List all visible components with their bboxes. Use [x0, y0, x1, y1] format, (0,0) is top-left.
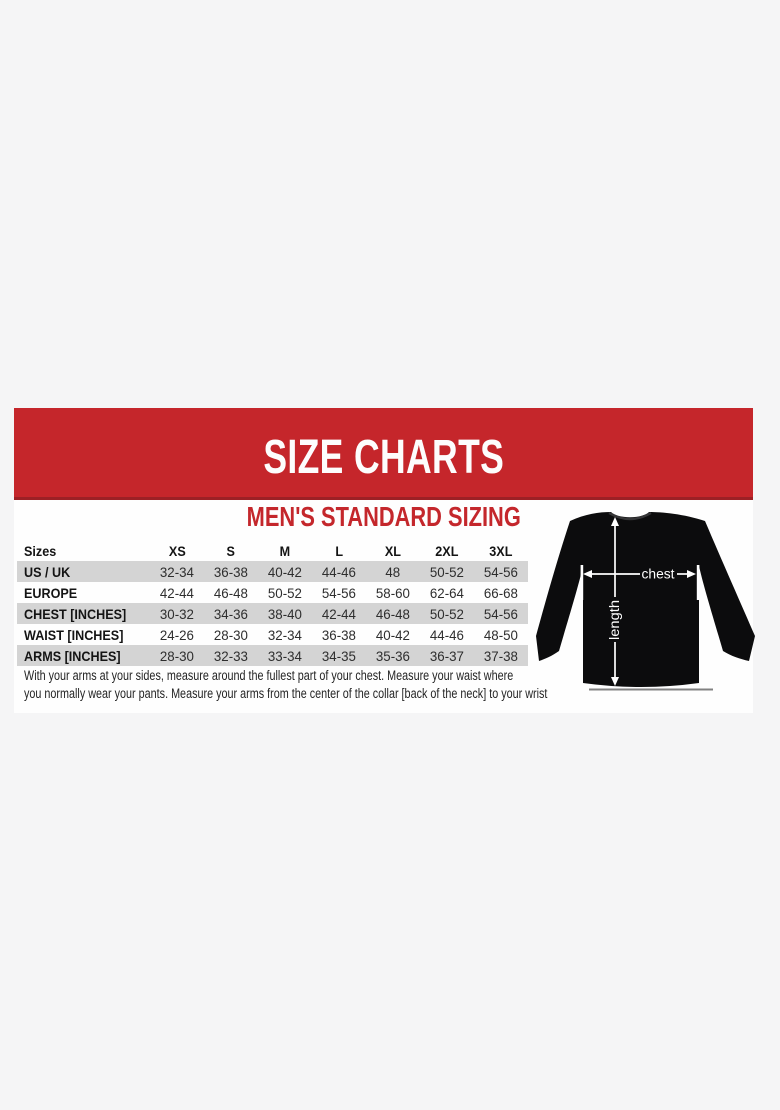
column-header-s: S: [226, 542, 236, 559]
size-value: 48-50: [483, 626, 519, 643]
column-header-xs: XS: [168, 542, 186, 559]
chest-arrowhead-right: [687, 570, 696, 578]
size-value: 40-42: [375, 626, 411, 643]
subtitle-row: MEN'S STANDARD SIZING: [14, 503, 753, 531]
size-value: 46-48: [375, 605, 411, 622]
table-row-chest: CHEST [INCHES] 30-32 34-36 38-40 42-44 4…: [17, 603, 528, 624]
column-header-m: M: [279, 542, 291, 559]
hem-shadow: [589, 688, 713, 691]
armhole-tick-right: [696, 565, 700, 600]
shirt-silhouette: [536, 512, 755, 687]
size-value: 36-38: [213, 563, 249, 580]
table-row-waist: WAIST [INCHES] 24-26 28-30 32-34 36-38 4…: [17, 624, 528, 645]
section-subtitle: MEN'S STANDARD SIZING: [246, 501, 521, 532]
size-value: 42-44: [321, 605, 357, 622]
table-header-row: Sizes XS S M L XL 2XL 3XL: [17, 540, 528, 561]
table-row-arms: ARMS [INCHES] 28-30 32-33 33-34 34-35 35…: [17, 645, 528, 666]
size-value: 44-46: [321, 563, 357, 580]
title-banner: SIZE CHARTS: [14, 408, 753, 500]
length-arrowhead-bottom: [611, 677, 619, 686]
collar-seam: [608, 511, 652, 521]
column-header-3xl: 3XL: [489, 542, 513, 559]
size-value: 50-52: [267, 584, 303, 601]
size-value: 38-40: [267, 605, 303, 622]
size-value: 62-64: [429, 584, 465, 601]
size-value: 36-37: [429, 647, 465, 664]
size-value: 37-38: [483, 647, 519, 664]
size-value: 34-35: [321, 647, 357, 664]
size-value: 48: [385, 563, 401, 580]
table-row-us-uk: US / UK 32-34 36-38 40-42 44-46 48 50-52…: [17, 561, 528, 582]
size-value: 54-56: [321, 584, 357, 601]
size-value: 40-42: [267, 563, 303, 580]
instructions-line-2: you normally wear your pants. Measure yo…: [24, 686, 548, 701]
row-label: EUROPE: [24, 584, 78, 601]
size-value: 54-56: [483, 605, 519, 622]
table-row-europe: EUROPE 42-44 46-48 50-52 54-56 58-60 62-…: [17, 582, 528, 603]
size-value: 28-30: [159, 647, 195, 664]
size-value: 30-32: [159, 605, 195, 622]
armhole-tick-left: [580, 565, 584, 600]
size-value: 24-26: [159, 626, 195, 643]
size-value: 32-34: [159, 563, 195, 580]
length-arrowhead-top: [611, 517, 619, 526]
size-value: 58-60: [375, 584, 411, 601]
size-value: 36-38: [321, 626, 357, 643]
size-value: 66-68: [483, 584, 519, 601]
size-value: 54-56: [483, 563, 519, 580]
page-title: SIZE CHARTS: [263, 430, 504, 484]
size-value: 50-52: [429, 605, 465, 622]
chest-label: chest: [642, 567, 675, 582]
size-value: 35-36: [375, 647, 411, 664]
column-header-xl: XL: [384, 542, 402, 559]
size-value: 34-36: [213, 605, 249, 622]
size-value: 32-34: [267, 626, 303, 643]
size-chart-card: SIZE CHARTS MEN'S STANDARD SIZING Sizes …: [14, 408, 755, 713]
row-label: CHEST [INCHES]: [24, 605, 127, 622]
size-table: Sizes XS S M L XL 2XL 3XL US / UK 32-34 …: [17, 540, 528, 666]
size-value: 44-46: [429, 626, 465, 643]
size-value: 32-33: [213, 647, 249, 664]
header-sizes-label: Sizes: [24, 542, 57, 559]
shirt-measurement-diagram: chest length: [536, 511, 755, 691]
length-label: length: [607, 600, 622, 640]
column-header-l: L: [335, 542, 343, 559]
row-label: WAIST [INCHES]: [24, 626, 124, 643]
size-value: 42-44: [159, 584, 195, 601]
measuring-instructions: With your arms at your sides, measure ar…: [24, 667, 624, 703]
column-header-2xl: 2XL: [435, 542, 459, 559]
row-label: ARMS [INCHES]: [24, 647, 121, 664]
size-value: 46-48: [213, 584, 249, 601]
size-value: 50-52: [429, 563, 465, 580]
size-value: 33-34: [267, 647, 303, 664]
size-value: 28-30: [213, 626, 249, 643]
instructions-line-1: With your arms at your sides, measure ar…: [24, 668, 514, 683]
row-label: US / UK: [24, 563, 71, 580]
chest-arrowhead-left: [583, 570, 592, 578]
